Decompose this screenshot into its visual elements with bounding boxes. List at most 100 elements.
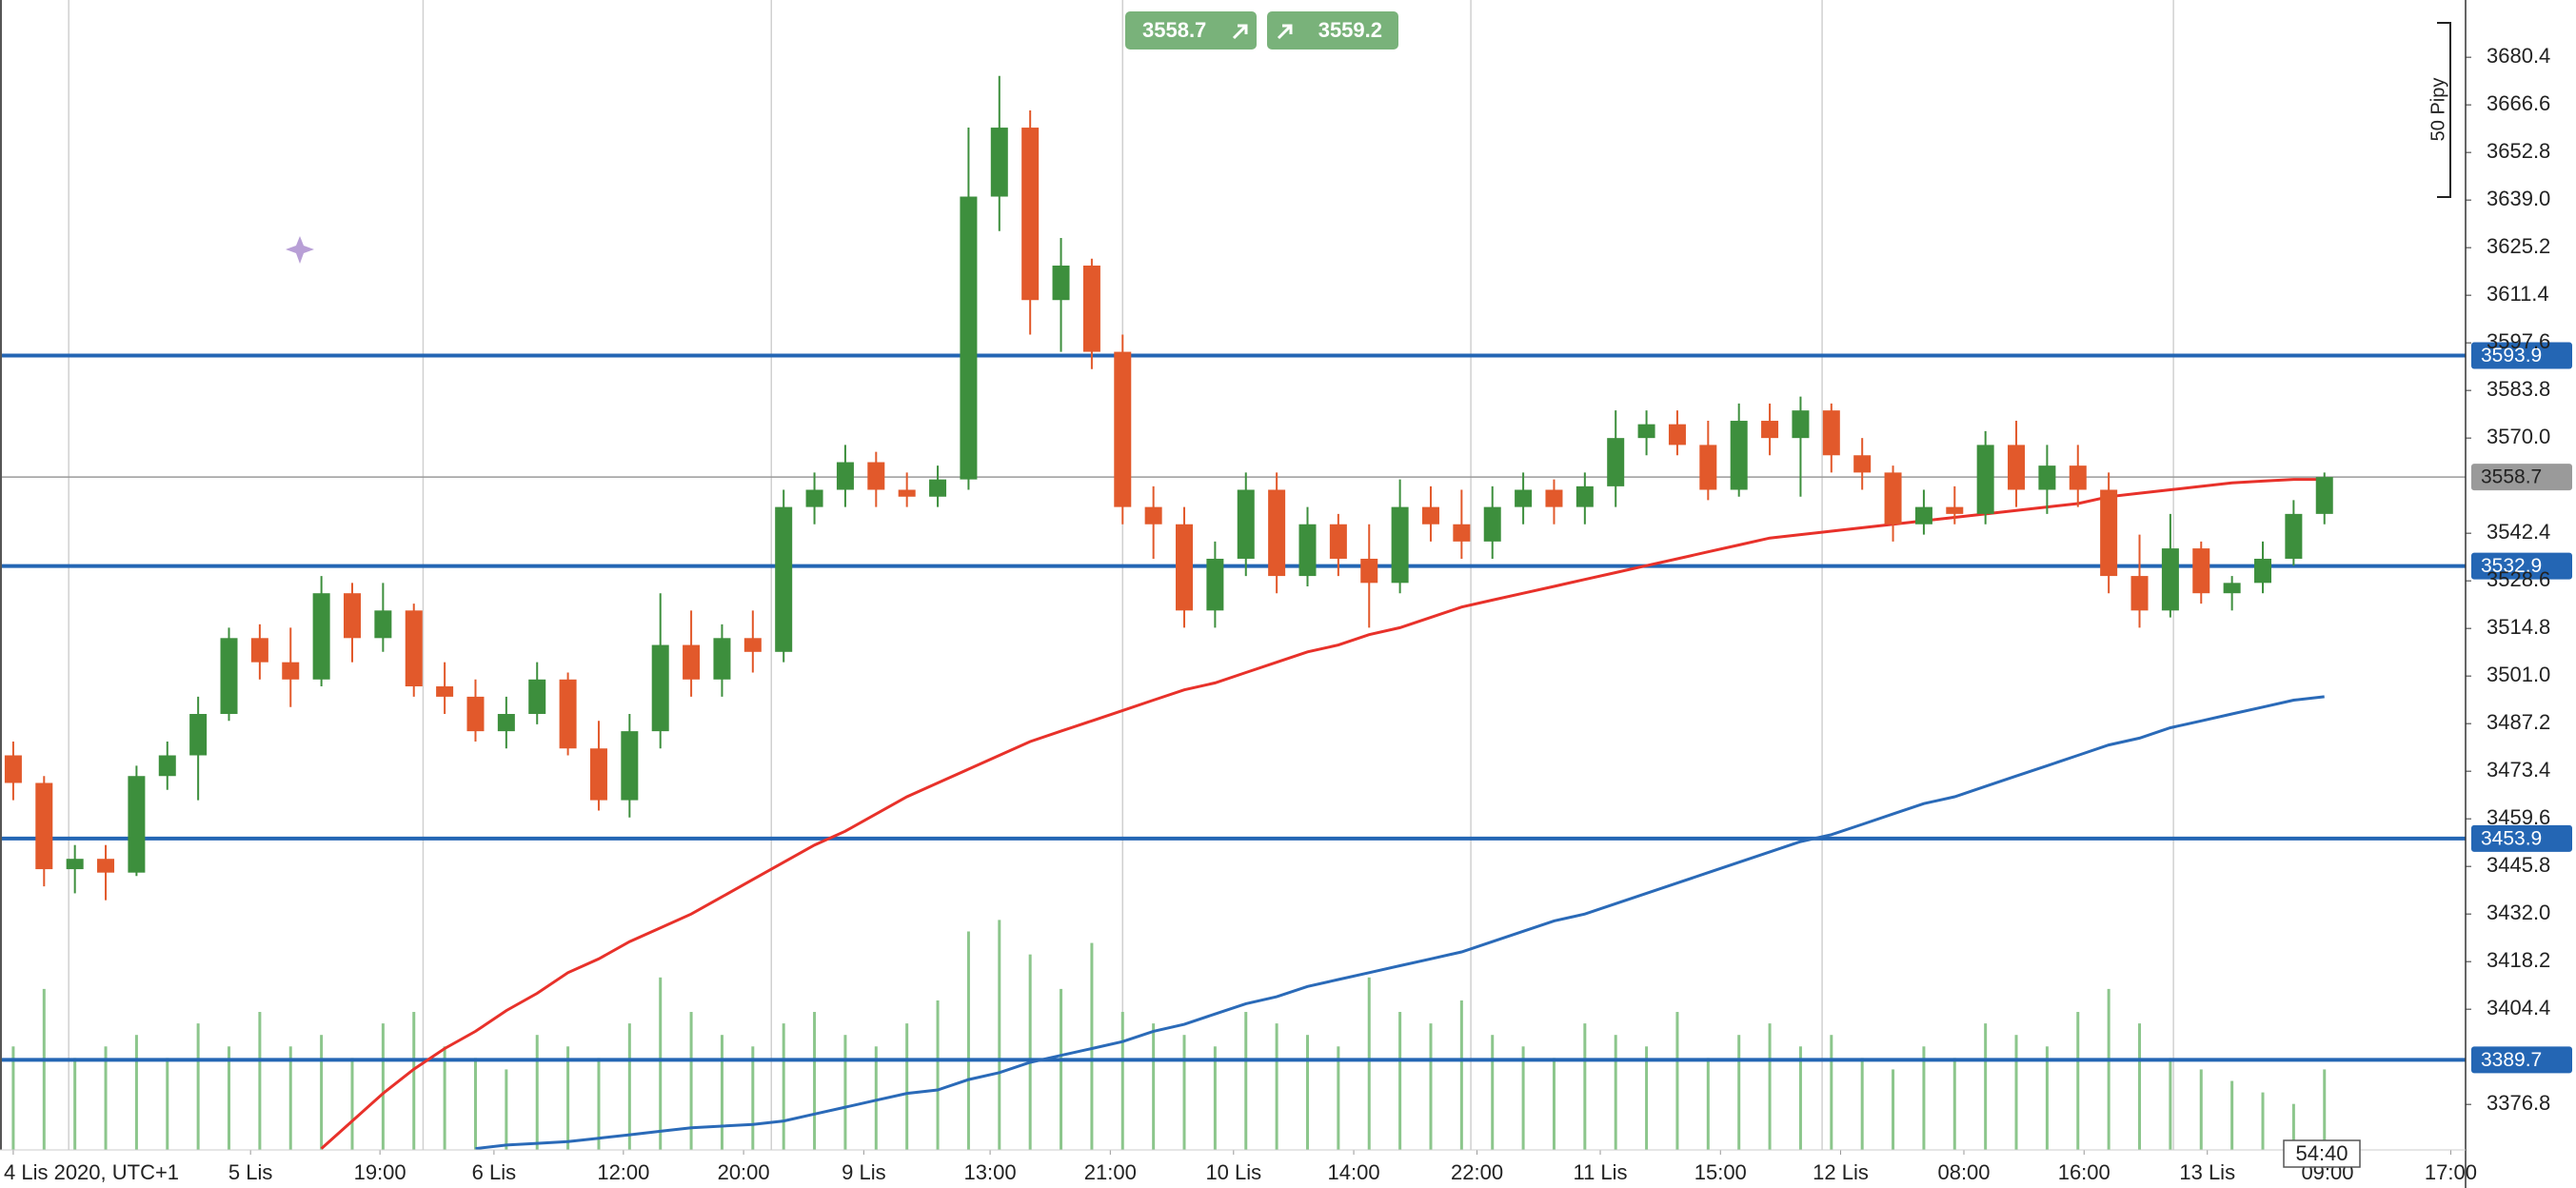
candle-body: [743, 638, 762, 652]
volume-bar: [505, 1069, 508, 1150]
range-bracket: [2437, 22, 2451, 198]
volume-bar: [73, 1058, 77, 1150]
volume-bar: [2230, 1080, 2234, 1150]
volume-bar: [1305, 1035, 1309, 1150]
candle-body: [158, 755, 176, 777]
volume-bar: [228, 1046, 231, 1150]
candle-body: [1206, 558, 1224, 611]
candle-body: [836, 462, 854, 490]
volume-bar: [1922, 1046, 1926, 1150]
candle-body: [2223, 583, 2241, 594]
arrow-icon: [1232, 24, 1248, 40]
candle-body: [1884, 472, 1902, 525]
drawing-icon[interactable]: [286, 236, 314, 264]
candle-body: [960, 196, 978, 480]
candle-body: [898, 489, 916, 497]
volume-bar: [597, 1058, 601, 1150]
candle-body: [1144, 506, 1162, 525]
y-tick-label: 3542.4: [2487, 520, 2550, 544]
y-tick-label: 3625.2: [2487, 234, 2550, 258]
sell-button[interactable]: 3558.7: [1125, 11, 1257, 50]
volume-bar: [2323, 1069, 2327, 1150]
arrow-icon: [1277, 24, 1293, 40]
volume-bar: [42, 988, 46, 1150]
x-tick-label: 17:00: [2425, 1160, 2477, 1184]
candle-body: [1421, 506, 1439, 525]
y-tick-label: 3432.0: [2487, 901, 2550, 924]
y-tick-label: 3611.4: [2487, 282, 2549, 306]
volume-bar: [1952, 1058, 1956, 1150]
volume-bar: [874, 1046, 878, 1150]
countdown-box: [2283, 1139, 2361, 1168]
candle-body: [1575, 485, 1594, 507]
candle-body: [312, 593, 330, 680]
level-badge-bg: [2471, 552, 2572, 580]
candle-body: [1268, 489, 1286, 577]
volume-bar: [1768, 1023, 1772, 1150]
axes: 3376.8 3404.4 3418.2 3432.0 3445.8 3459.6 3473…: [4, 44, 2550, 1184]
volume-bar: [1367, 977, 1371, 1150]
candle-body: [1391, 506, 1409, 584]
candle-body: [2069, 465, 2087, 490]
buy-button[interactable]: 3559.2: [1267, 11, 1398, 50]
volume-bar: [1521, 1046, 1525, 1150]
level-badge-bg: [2471, 824, 2572, 852]
x-tick-label: 21:00: [1084, 1160, 1137, 1184]
buy-price[interactable]: 3559.2: [1318, 18, 1382, 42]
candle-body: [1914, 506, 1932, 525]
volume-bar: [443, 1046, 446, 1150]
volume-bar: [1275, 1023, 1278, 1150]
sell-button-bg[interactable]: [1125, 11, 1257, 50]
y-tick-label: 3570.0: [2487, 425, 2550, 448]
candle-body: [929, 479, 947, 497]
volume-bar: [1120, 1012, 1124, 1150]
volume-bar: [1182, 1035, 1186, 1150]
volume-bar: [2014, 1035, 2018, 1150]
x-tick-label: 13 Lis: [2179, 1160, 2235, 1184]
x-tick-label: 15:00: [1694, 1160, 1747, 1184]
candle-body: [189, 714, 208, 756]
x-tick-label: 14:00: [1328, 1160, 1380, 1184]
volume-bar: [2107, 988, 2110, 1150]
volume-bar: [1798, 1046, 1802, 1150]
sell-price[interactable]: 3558.7: [1142, 18, 1206, 42]
candle-body: [250, 638, 268, 663]
level-badge: 3453.9: [2471, 824, 2572, 852]
volume-bar: [1398, 1012, 1402, 1150]
y-tick-label: 3680.4: [2487, 44, 2550, 68]
candle-body: [97, 859, 115, 873]
candle-body: [1792, 410, 1810, 439]
buy-button-bg[interactable]: [1267, 11, 1398, 50]
volume-bar: [473, 1058, 477, 1150]
candle-body: [497, 714, 515, 732]
grid: [68, 0, 2174, 1150]
candle-body: [436, 686, 454, 697]
volume-bar: [905, 1023, 909, 1150]
candle-body: [775, 506, 793, 652]
candle-body: [2130, 576, 2149, 611]
volume-bar: [627, 1023, 631, 1150]
x-tick-label: 22:00: [1451, 1160, 1503, 1184]
volume-bar: [166, 1058, 169, 1150]
candle-body: [1114, 351, 1132, 507]
volume-bar: [720, 1035, 723, 1150]
candle-body: [1699, 445, 1717, 490]
candle-body: [805, 489, 823, 507]
volume-bar: [998, 920, 1001, 1150]
volume-bar: [566, 1046, 570, 1150]
level-label: 3453.9: [2481, 827, 2542, 849]
x-tick-label: 19:00: [354, 1160, 406, 1184]
candle-body: [990, 128, 1008, 197]
volume: [11, 920, 2327, 1150]
volume-bar: [1706, 1058, 1710, 1150]
level-badge: 3389.7: [2471, 1046, 2572, 1074]
candle-body: [528, 679, 546, 715]
candle-body: [1761, 421, 1779, 439]
candle-body: [4, 755, 22, 783]
countdown: 54:40: [2295, 1141, 2348, 1165]
volume-bar: [1830, 1035, 1833, 1150]
volume-bar: [2261, 1092, 2265, 1150]
y-tick-label: 3528.6: [2487, 567, 2550, 591]
volume-bar: [2199, 1069, 2203, 1150]
